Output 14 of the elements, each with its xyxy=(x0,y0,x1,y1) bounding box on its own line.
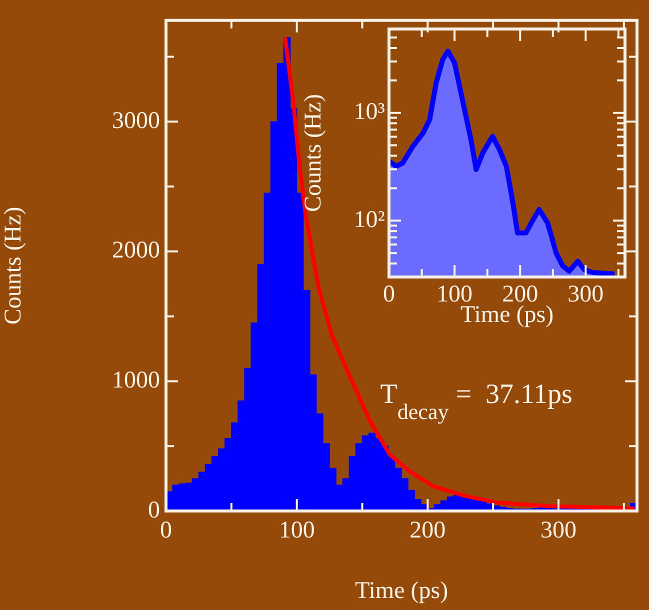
y-axis-title: Counts (Hz) xyxy=(0,206,27,325)
y-axis-title: Counts (Hz) xyxy=(300,94,327,212)
y-tick-label: 10² xyxy=(354,206,385,233)
x-tick-label: 100 xyxy=(278,518,315,544)
y-tick-label: 10³ xyxy=(354,99,385,126)
y-tick-label: 2000 xyxy=(112,238,160,264)
x-axis-title: Time (ps) xyxy=(354,578,448,604)
x-axis-title: Time (ps) xyxy=(460,302,554,328)
x-tick-label: 300 xyxy=(540,518,576,544)
x-tick-label: 200 xyxy=(410,518,446,544)
y-tick-label: 3000 xyxy=(112,108,160,134)
y-tick-label: 1000 xyxy=(112,368,160,394)
x-tick-label: 300 xyxy=(568,282,604,308)
y-tick-label: 0 xyxy=(148,497,160,524)
